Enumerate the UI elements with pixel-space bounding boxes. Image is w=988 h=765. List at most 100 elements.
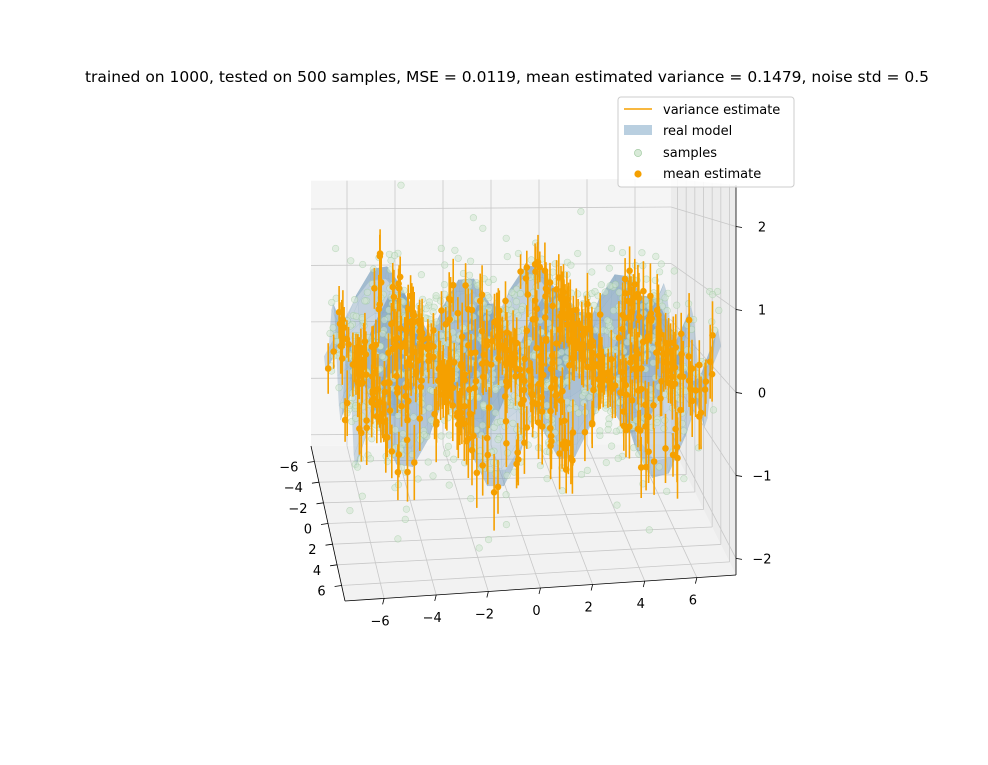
- mean-point: [340, 324, 348, 331]
- mean-point: [324, 365, 332, 372]
- mean-point: [485, 404, 493, 411]
- legend-mean-swatch: [634, 170, 642, 178]
- mean-point: [650, 402, 657, 409]
- sample-point: [585, 393, 593, 401]
- sample-point: [661, 294, 669, 302]
- mean-point: [540, 371, 547, 379]
- sample-point: [618, 249, 627, 257]
- mean-point: [626, 423, 633, 430]
- z-tick-mark: [735, 226, 743, 228]
- mean-point: [339, 355, 346, 362]
- mean-point: [645, 448, 652, 456]
- sample-point: [410, 413, 418, 421]
- mean-point: [626, 267, 633, 275]
- sample-point: [611, 280, 620, 289]
- x-tick-label: −6: [371, 614, 390, 629]
- mean-point: [697, 409, 705, 417]
- sample-point: [574, 409, 583, 417]
- sample-point: [657, 260, 665, 268]
- sample-point: [551, 260, 559, 268]
- mean-point: [662, 445, 669, 452]
- mean-point: [395, 285, 403, 292]
- sample-point: [451, 246, 459, 254]
- mean-point: [454, 309, 462, 317]
- sample-point: [494, 436, 502, 444]
- mean-point: [569, 429, 577, 436]
- mean-point: [657, 395, 664, 402]
- mean-point: [376, 252, 384, 260]
- legend-mean-label: mean estimate: [663, 167, 761, 182]
- z-tick-mark: [735, 558, 743, 560]
- sample-point: [378, 352, 386, 361]
- mean-point: [672, 344, 680, 351]
- sample-point: [477, 431, 486, 439]
- sample-point: [543, 475, 551, 483]
- sample-point: [440, 281, 449, 289]
- sample-point: [653, 418, 661, 427]
- legend-item-mean: mean estimate: [634, 167, 761, 182]
- mean-point: [615, 334, 623, 342]
- mean-point: [561, 445, 569, 452]
- mean-point: [388, 448, 396, 455]
- mean-point: [607, 374, 615, 382]
- mean-point: [585, 312, 592, 319]
- sample-point: [491, 386, 500, 394]
- sample-point: [709, 406, 718, 414]
- mean-point: [479, 462, 487, 469]
- mean-point: [621, 314, 628, 322]
- mean-point: [410, 348, 418, 356]
- mean-point: [586, 342, 594, 350]
- mean-point: [373, 401, 381, 409]
- grid-floor-y: [327, 509, 704, 524]
- z-tick-mark: [735, 392, 743, 394]
- mean-point: [611, 382, 619, 389]
- mean-point: [349, 361, 357, 368]
- mean-point: [508, 361, 515, 369]
- sample-point: [577, 208, 585, 216]
- mean-point: [581, 428, 589, 436]
- grid-back-z: [310, 206, 672, 210]
- sample-point: [383, 458, 391, 466]
- mean-point: [433, 418, 440, 426]
- sample-point: [580, 399, 588, 407]
- mean-estimate-scatter: [324, 229, 716, 531]
- mean-point: [563, 296, 571, 303]
- mean-point: [502, 418, 510, 425]
- mean-point: [483, 434, 491, 442]
- x-tick-label: 4: [637, 597, 645, 612]
- mean-point: [584, 300, 591, 308]
- mean-point: [394, 334, 401, 342]
- mean-point: [638, 365, 645, 372]
- sample-point: [475, 544, 483, 552]
- mean-point: [504, 346, 511, 354]
- mean-point: [473, 469, 481, 477]
- sample-point: [567, 261, 575, 269]
- sample-point: [459, 324, 467, 332]
- sample-point: [490, 423, 498, 431]
- mean-point: [494, 483, 502, 491]
- sample-point: [445, 431, 453, 439]
- y-axis-ticks: −6 −4 −2 0 2 4 6: [279, 461, 342, 600]
- surface-cell: [481, 395, 501, 439]
- mean-point: [631, 281, 639, 288]
- mean-point: [339, 316, 347, 324]
- legend-item-model: real model: [624, 124, 732, 139]
- mean-point: [650, 458, 658, 465]
- mean-point: [639, 338, 647, 346]
- x-tick-mark: [486, 591, 489, 598]
- mean-point: [563, 321, 571, 329]
- sample-point: [601, 288, 609, 296]
- y-tick-label: 2: [308, 543, 316, 558]
- mean-point: [388, 320, 395, 328]
- sample-point: [588, 268, 596, 276]
- mean-point: [533, 305, 541, 313]
- mean-point: [442, 321, 450, 328]
- legend-box: [617, 96, 795, 188]
- x-tick-mark: [642, 580, 646, 588]
- mean-point: [456, 413, 464, 420]
- sample-point: [491, 409, 500, 417]
- sample-point: [652, 252, 660, 260]
- sample-point: [605, 264, 613, 272]
- grid-floor-y: [323, 491, 695, 504]
